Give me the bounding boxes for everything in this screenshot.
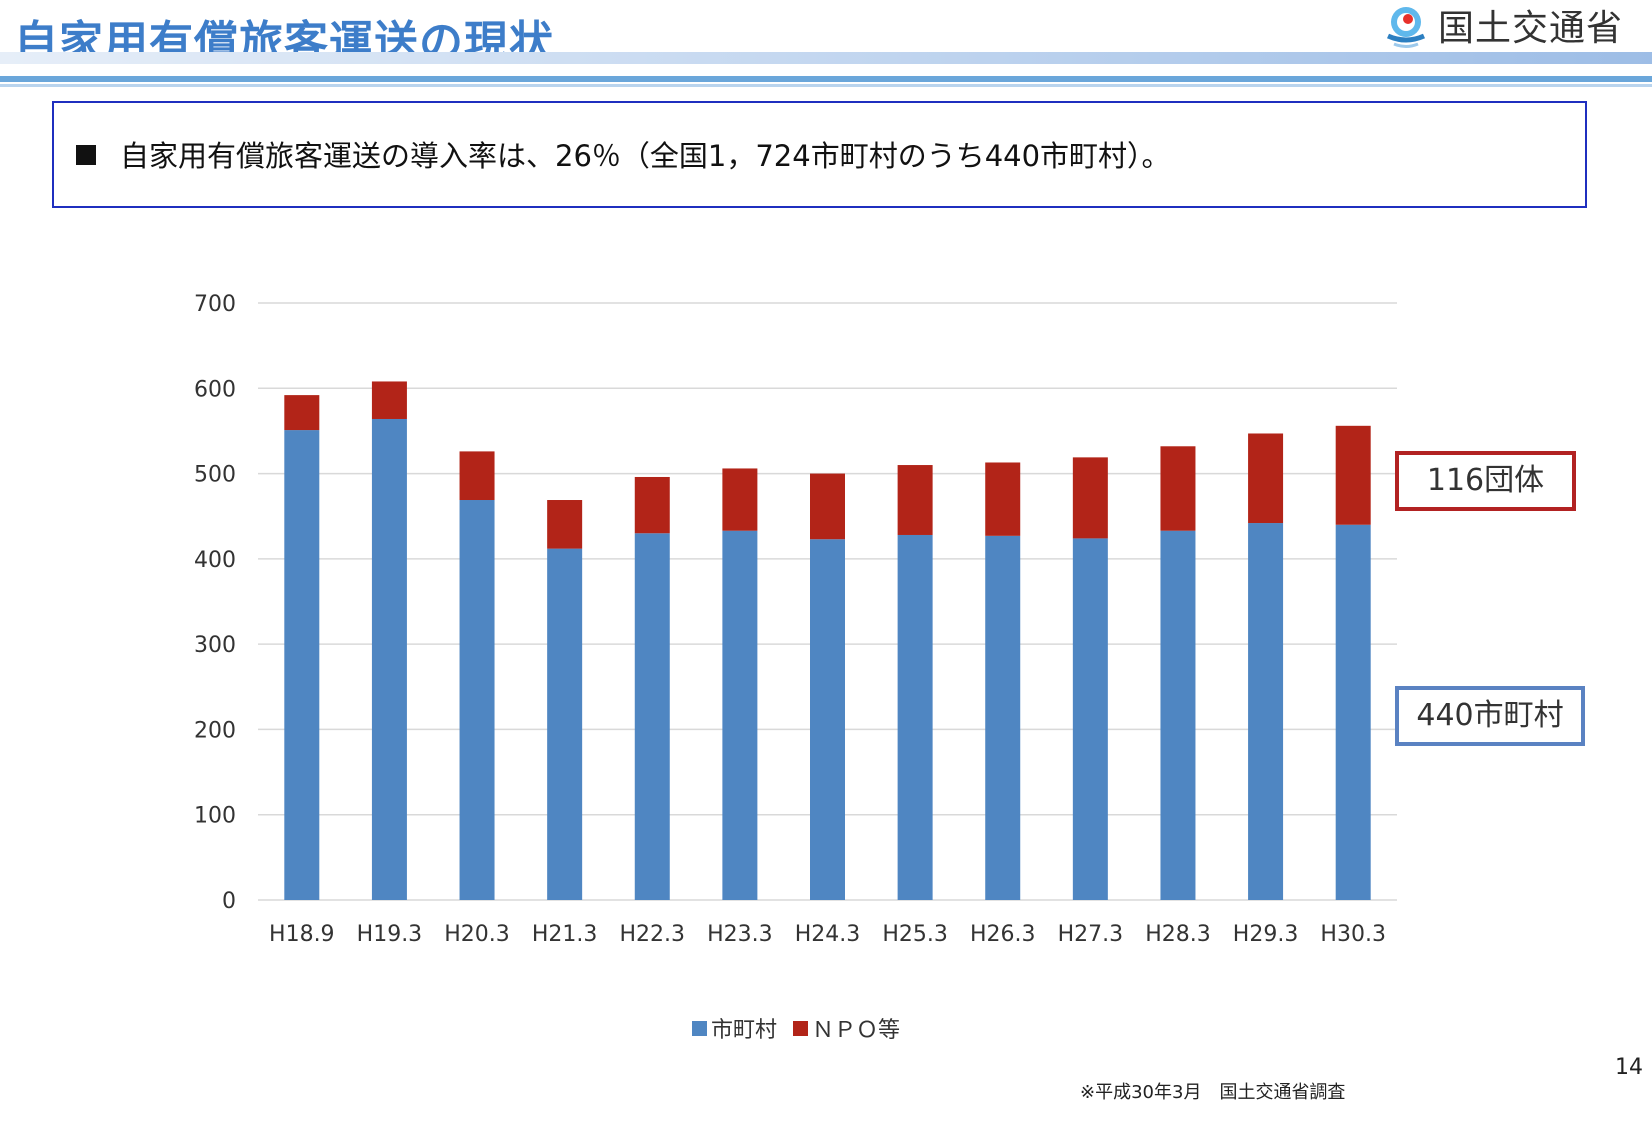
bar-municipality (1335, 524, 1371, 900)
municipality-count-callout: 440市町村 (1395, 686, 1585, 746)
bar-npo (985, 462, 1021, 536)
bar-npo (897, 465, 933, 535)
y-tick-label: 100 (194, 804, 236, 829)
bar-municipality (810, 539, 845, 900)
x-tick-label: H30.3 (1320, 922, 1386, 947)
x-tick-label: H18.9 (269, 922, 335, 947)
x-tick-label: H21.3 (532, 922, 598, 947)
bar-municipality (459, 500, 495, 900)
x-tick-label: H19.3 (357, 922, 423, 947)
legend-item-municipality: 市町村 (692, 1012, 777, 1044)
bar-npo (1160, 446, 1196, 531)
bar-municipality (634, 533, 670, 900)
bar-municipality (985, 535, 1021, 900)
bar-municipality (547, 548, 583, 900)
y-tick-label: 500 (194, 463, 236, 488)
bar-municipality (371, 418, 407, 900)
y-tick-label: 400 (194, 548, 236, 573)
bar-npo (284, 395, 320, 431)
npo-count-callout: 116団体 (1395, 451, 1576, 511)
summary-text: 自家用有償旅客運送の導入率は、26％（全国1，724市町村のうち440市町村）。 (120, 139, 1171, 173)
bar-municipality (722, 530, 758, 900)
legend-label-npo: ＮＰＯ等 (812, 1018, 901, 1043)
title-rule-secondary (0, 84, 1652, 87)
chart-legend: 市町村 ＮＰＯ等 (692, 1012, 916, 1044)
bar-municipality (284, 430, 320, 900)
x-tick-label: H22.3 (620, 922, 686, 947)
y-tick-label: 600 (194, 377, 236, 402)
legend-label-municipality: 市町村 (711, 1018, 778, 1043)
bar-npo (810, 473, 845, 540)
ministry-logo: 国土交通省 (1380, 0, 1652, 50)
title-rule (0, 76, 1652, 82)
y-tick-label: 700 (194, 292, 236, 317)
summary-line: 自家用有償旅客運送の導入率は、26％（全国1，724市町村のうち440市町村）。 (76, 133, 1171, 175)
source-note: ※平成30年3月 国土交通省調査 (1080, 1082, 1346, 1103)
chart-grid: 0 100 200 300 400 500 600 700 (194, 292, 1397, 914)
x-tick-label: H27.3 (1058, 922, 1124, 947)
square-bullet-icon (76, 145, 96, 165)
x-tick-label: H24.3 (795, 922, 861, 947)
bar-npo (1335, 425, 1371, 525)
legend-item-npo: ＮＰＯ等 (793, 1012, 900, 1044)
legend-swatch-municipality (692, 1020, 707, 1036)
legend-swatch-npo (793, 1020, 809, 1036)
x-tick-label: H29.3 (1233, 922, 1299, 947)
bar-municipality (1160, 530, 1196, 900)
page-number: 14 (1615, 1055, 1643, 1080)
bar-npo (1248, 433, 1284, 524)
x-tick-label: H28.3 (1145, 922, 1211, 947)
x-tick-label: H26.3 (970, 922, 1036, 947)
chart-x-labels: H18.9 H19.3 H20.3 H21.3 H22.3 H23.3 H24.3 H25.3… (269, 922, 1386, 947)
bar-npo (722, 468, 758, 531)
chart-bars (284, 381, 1371, 900)
bar-municipality (1072, 538, 1108, 900)
x-tick-label: H25.3 (882, 922, 948, 947)
title-band (0, 52, 1652, 64)
summary-box: 自家用有償旅客運送の導入率は、26％（全国1，724市町村のうち440市町村）。 (52, 101, 1587, 208)
y-tick-label: 300 (194, 633, 236, 658)
bar-municipality (1248, 523, 1284, 900)
bar-npo (547, 500, 583, 549)
bar-npo (1072, 457, 1108, 539)
x-tick-label: H23.3 (707, 922, 773, 947)
bar-municipality (897, 534, 933, 900)
mlit-emblem-icon (1386, 7, 1426, 48)
bar-npo (459, 451, 495, 501)
y-tick-label: 200 (194, 718, 236, 743)
ministry-name: 国土交通省 (1438, 8, 1624, 49)
bar-npo (371, 381, 407, 419)
bar-npo (634, 476, 670, 534)
y-tick-label: 0 (222, 889, 236, 914)
x-tick-label: H20.3 (444, 922, 510, 947)
